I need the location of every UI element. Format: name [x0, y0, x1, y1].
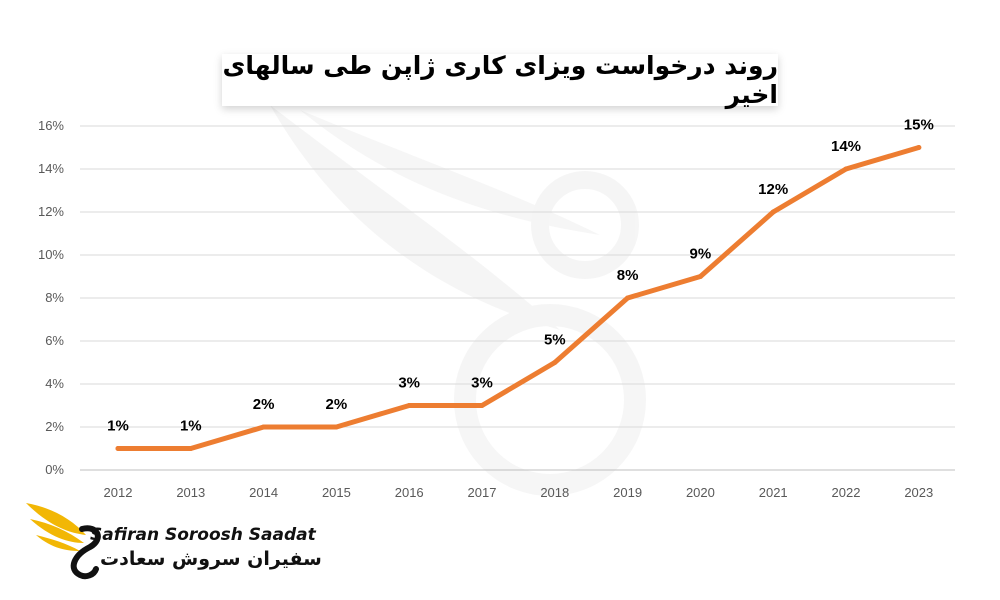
- y-tick-label: 0%: [45, 462, 64, 477]
- brand-logo: Safiran Soroosh Saadat سفیران سروش سعادت: [20, 495, 322, 585]
- data-point: [115, 446, 121, 451]
- y-tick-label: 6%: [45, 333, 64, 348]
- y-tick-label: 8%: [45, 290, 64, 305]
- data-point: [697, 274, 703, 279]
- data-point: [843, 166, 849, 172]
- data-label: 12%: [758, 181, 788, 198]
- x-tick-label: 2013: [176, 485, 205, 500]
- x-tick-label: 2022: [832, 485, 861, 500]
- data-point: [916, 145, 922, 150]
- data-point: [333, 424, 339, 430]
- x-tick-label: 2016: [395, 485, 424, 500]
- y-tick-label: 10%: [38, 247, 64, 262]
- watermark-bird-icon: [270, 105, 646, 496]
- x-tick-label: 2014: [249, 485, 278, 500]
- data-label: 3%: [471, 375, 493, 392]
- chart-title: روند درخواست ویزای کاری ژاپن طی سالهای ا…: [222, 51, 778, 109]
- data-label: 5%: [544, 332, 566, 349]
- data-point: [552, 360, 558, 365]
- data-label: 2%: [326, 396, 348, 413]
- data-label: 15%: [904, 117, 934, 134]
- data-label: 14%: [831, 138, 861, 155]
- data-label: 1%: [107, 418, 129, 435]
- x-tick-label: 2021: [759, 485, 788, 500]
- brand-name-latin: Safiran Soroosh Saadat: [90, 525, 316, 545]
- brand-name-farsi: سفیران سروش سعادت: [100, 548, 322, 570]
- data-point: [770, 209, 776, 215]
- bird-logo-icon: [26, 503, 101, 580]
- series-line: [115, 145, 922, 451]
- x-tick-label: 2017: [468, 485, 497, 500]
- data-point: [406, 403, 412, 408]
- data-point: [188, 446, 194, 451]
- y-tick-label: 4%: [45, 376, 64, 391]
- y-tick-label: 12%: [38, 204, 64, 219]
- x-tick-label: 2023: [904, 485, 933, 500]
- data-point: [261, 424, 267, 430]
- y-tick-label: 16%: [38, 118, 64, 133]
- data-label: 3%: [398, 375, 420, 392]
- data-label: 2%: [253, 396, 275, 413]
- y-tick-label: 14%: [38, 161, 64, 176]
- x-tick-label: 2020: [686, 485, 715, 500]
- data-point: [479, 403, 485, 408]
- data-label: 9%: [690, 246, 712, 263]
- data-point: [625, 295, 631, 301]
- data-label: 1%: [180, 418, 202, 435]
- x-tick-label: 2015: [322, 485, 351, 500]
- y-tick-label: 2%: [45, 419, 64, 434]
- x-tick-label: 2012: [104, 485, 133, 500]
- x-tick-label: 2019: [613, 485, 642, 500]
- chart-title-box: روند درخواست ویزای کاری ژاپن طی سالهای ا…: [222, 51, 778, 109]
- data-label: 8%: [617, 267, 639, 284]
- x-tick-label: 2018: [540, 485, 569, 500]
